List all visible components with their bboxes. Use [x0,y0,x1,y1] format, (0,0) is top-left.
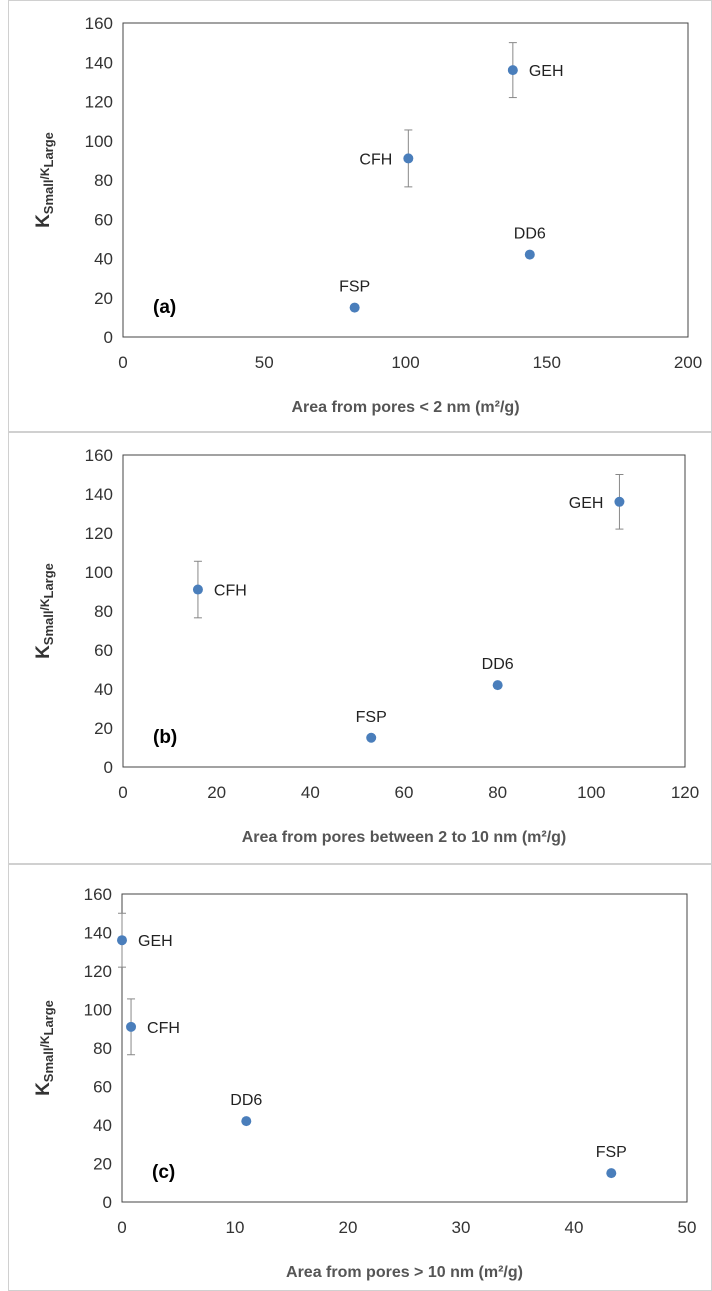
panel-label: (a) [153,297,176,318]
y-axis-label-part: K [33,214,54,228]
y-tick-label: 60 [94,210,113,229]
x-tick-label: 200 [674,353,702,372]
x-tick-label: 40 [565,1218,584,1237]
y-axis-label-part: Small [41,610,56,645]
x-tick-label: 60 [395,783,414,802]
y-tick-label: 120 [84,962,112,981]
data-point [349,302,360,313]
x-tick-label: 100 [391,353,419,372]
data-point [614,496,625,507]
y-tick-label: 0 [104,758,113,777]
y-tick-label: 40 [93,1116,112,1135]
data-point [507,65,518,76]
y-tick-label: 120 [85,93,113,112]
data-point [524,249,535,260]
y-tick-label: 80 [94,171,113,190]
y-tick-label: 160 [84,885,112,904]
data-point [492,680,503,691]
y-tick-label: 0 [103,1193,112,1212]
x-tick-label: 10 [226,1218,245,1237]
data-point [606,1168,617,1179]
x-tick-label: 50 [678,1218,697,1237]
y-axis-label-part: K [33,645,54,659]
x-tick-label: 80 [488,783,507,802]
data-point [241,1116,252,1127]
x-tick-label: 150 [533,353,561,372]
x-axis-label: Area from pores < 2 nm (m²/g) [291,399,519,416]
x-tick-label: 20 [339,1218,358,1237]
plot-area-border [122,454,686,768]
y-tick-label: 160 [85,446,113,465]
y-axis-label-part: K [33,1082,54,1096]
data-label: CFH [147,1020,180,1037]
x-tick-label: 20 [207,783,226,802]
data-label: GEH [569,495,604,512]
y-axis-label-part: Large [41,132,56,167]
x-tick-label: 0 [118,353,127,372]
y-axis-label-part: Small [41,1047,56,1082]
data-point [366,732,377,743]
y-tick-label: 60 [94,641,113,660]
y-tick-label: 160 [85,14,113,33]
y-axis-label-part: Large [41,1000,56,1035]
data-label: CFH [359,151,392,168]
data-label: FSP [596,1144,627,1161]
scatter-chart-a: 0 20 40 60 80 100 120 140 160 0 50 100 150 200 Area fr… [33,14,702,416]
scatter-chart-b: 0 20 40 60 80 100 120 140 160 0 20 40 60 80 100 120 Area… [33,446,699,846]
y-tick-label: 20 [93,1155,112,1174]
y-axis-label-part: Small [41,179,56,214]
plot-area-border [122,22,689,338]
data-label: DD6 [514,226,546,243]
chart-panel-b: 0 20 40 60 80 100 120 140 160 0 20 40 60 80 100 120 Area… [8,432,712,864]
y-tick-label: 100 [85,563,113,582]
data-label: GEH [138,933,173,950]
data-label: FSP [356,709,387,726]
y-tick-label: 100 [84,1001,112,1020]
x-tick-label: 100 [577,783,605,802]
chart-panel-c: 0 20 40 60 80 100 120 140 160 0 10 20 30 40 50 Area fro… [8,864,712,1291]
data-label: FSP [339,279,370,296]
data-label: DD6 [482,656,514,673]
y-tick-label: 40 [94,250,113,269]
x-axis-label: Area from pores between 2 to 10 nm (m²/g… [242,829,567,846]
panel-label: (c) [152,1162,175,1183]
plot-area-border [121,893,688,1203]
data-label: CFH [214,583,247,600]
y-axis-label-part: /K [38,598,52,610]
y-tick-label: 0 [104,328,113,347]
x-tick-label: 30 [452,1218,471,1237]
data-label: DD6 [230,1092,262,1109]
y-tick-label: 120 [85,524,113,543]
data-point [403,153,414,164]
y-tick-label: 80 [94,602,113,621]
y-axis-label-part: Large [41,563,56,598]
x-axis-label: Area from pores > 10 nm (m²/g) [286,1264,523,1281]
y-tick-label: 140 [85,485,113,504]
y-axis-label: KSmall/KLarge [33,132,56,228]
y-tick-label: 60 [93,1078,112,1097]
y-axis-label-part: /K [38,1035,52,1047]
data-point [192,584,203,595]
data-point [117,935,127,946]
x-tick-label: 50 [255,353,274,372]
y-tick-label: 80 [93,1039,112,1058]
y-tick-label: 20 [94,289,113,308]
chart-panel-a: 0 20 40 60 80 100 120 140 160 0 50 100 150 200 Area fr… [8,0,712,432]
y-tick-label: 140 [84,924,112,943]
y-tick-label: 20 [94,719,113,738]
scatter-chart-c: 0 20 40 60 80 100 120 140 160 0 10 20 30 40 50 Area fro… [33,885,697,1281]
x-tick-label: 0 [117,1218,126,1237]
y-axis-label: KSmall/KLarge [33,1000,56,1096]
data-point [126,1021,137,1032]
x-tick-label: 120 [671,783,699,802]
y-tick-label: 100 [85,132,113,151]
data-label: GEH [529,63,564,80]
x-tick-label: 0 [118,783,127,802]
y-axis-label: KSmall/KLarge [33,563,56,659]
panel-label: (b) [153,727,177,748]
y-axis-label-part: /K [38,167,52,179]
x-tick-label: 40 [301,783,320,802]
y-tick-label: 140 [85,53,113,72]
y-tick-label: 40 [94,680,113,699]
